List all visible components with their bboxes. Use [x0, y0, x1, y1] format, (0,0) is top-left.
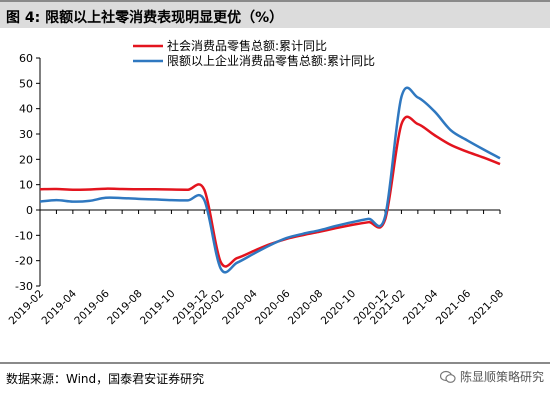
- line-chart: 社会消费品零售总额:累计同比 限额以上企业消费品零售总额:累计同比 -30 -20…: [7, 38, 507, 328]
- x-tick-label: 2020-04: [220, 287, 260, 327]
- watermark: 陈显顺策略研究: [439, 368, 544, 385]
- figure-title-bar: 图 4: 限额以上社零消费表现明显更优（%）: [0, 0, 550, 28]
- y-tick-label: -30: [15, 280, 33, 293]
- x-tick-label: 2021-04: [401, 287, 441, 327]
- x-tick-label: 2020-08: [286, 288, 326, 328]
- x-tick-label: 2021-08: [467, 288, 507, 328]
- y-tick-label: 50: [19, 77, 33, 90]
- wechat-icon: [439, 370, 456, 383]
- legend-box: [160, 38, 396, 76]
- y-tick-label: 0: [26, 204, 33, 217]
- x-tick-label: 2019-04: [39, 287, 79, 327]
- x-tick-label: 2019-06: [72, 287, 112, 327]
- legend: 社会消费品零售总额:累计同比 限额以上企业消费品零售总额:累计同比: [133, 38, 375, 68]
- x-tick-label: 2020-06: [253, 287, 293, 327]
- data-source: 数据来源：Wind，国泰君安证券研究: [6, 372, 205, 386]
- y-tick-label: 30: [19, 128, 33, 141]
- y-tick-label: 60: [19, 52, 33, 65]
- y-tick-label: 20: [19, 153, 33, 166]
- x-tick-label: 2019-02: [7, 288, 47, 328]
- x-tick-label: 2021-06: [434, 287, 474, 327]
- series-line-2: [39, 86, 501, 274]
- x-tick-label: 2020-10: [319, 288, 359, 328]
- figure-title: 图 4: 限额以上社零消费表现明显更优（%）: [6, 10, 284, 26]
- source-divider: [0, 362, 550, 364]
- legend-label-series-2: 限额以上企业消费品零售总额:累计同比: [167, 53, 375, 68]
- legend-label-series-1: 社会消费品零售总额:累计同比: [167, 38, 327, 53]
- x-tick-label: 2019-10: [138, 288, 178, 328]
- series-layer: [39, 86, 501, 274]
- watermark-text: 陈显顺策略研究: [459, 370, 544, 384]
- y-tick-label: -10: [15, 229, 33, 242]
- x-tick-label: 2019-08: [105, 288, 145, 328]
- y-tick-label: -20: [15, 255, 33, 268]
- y-tick-label: 40: [19, 103, 33, 116]
- y-tick-label: 10: [19, 179, 33, 192]
